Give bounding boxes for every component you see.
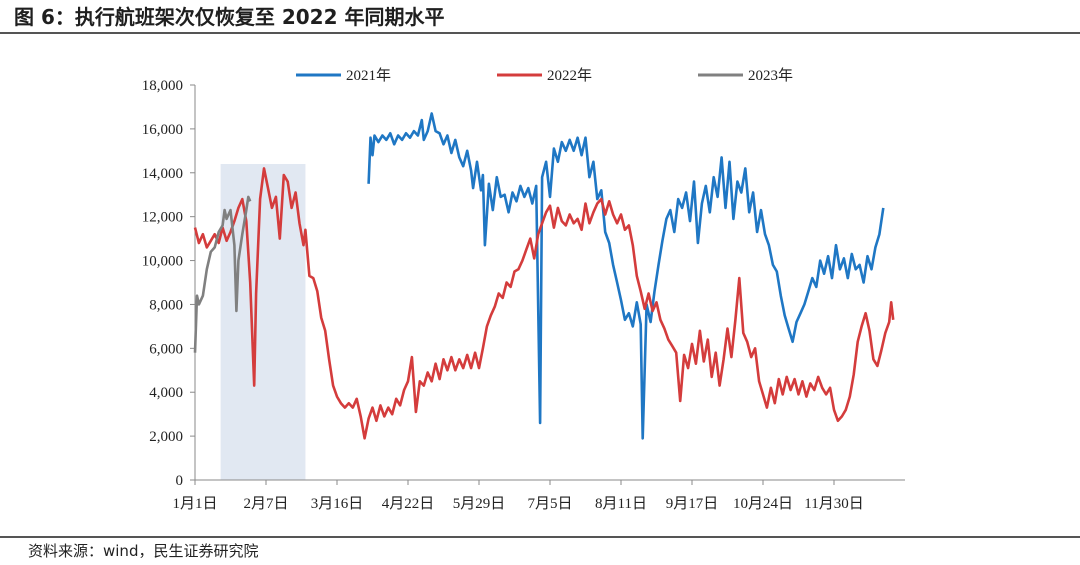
legend-label: 2022年 <box>547 67 592 84</box>
legend-label: 2021年 <box>346 67 391 84</box>
x-tick-label: 11月30日 <box>804 496 863 512</box>
title-divider <box>0 32 1080 34</box>
series-line-3 <box>193 195 252 353</box>
y-tick-label: 4,000 <box>149 385 183 401</box>
x-tick-label: 1月1日 <box>172 496 217 512</box>
y-tick-label: 18,000 <box>142 78 183 94</box>
y-tick-label: 0 <box>176 473 184 489</box>
x-tick-label: 8月11日 <box>595 496 647 512</box>
x-tick-label: 10月24日 <box>733 496 793 512</box>
x-tick-label: 9月17日 <box>666 496 719 512</box>
x-tick-label: 5月29日 <box>453 496 506 512</box>
y-tick-label: 8,000 <box>149 297 183 313</box>
x-tick-label: 4月22日 <box>382 496 435 512</box>
series-line-2 <box>193 167 895 440</box>
x-tick-label: 2月7日 <box>243 496 288 512</box>
x-tick-label: 3月16日 <box>311 496 364 512</box>
y-tick-label: 2,000 <box>149 429 183 445</box>
y-tick-label: 14,000 <box>142 166 183 182</box>
y-tick-label: 16,000 <box>142 122 183 138</box>
footer-divider <box>0 536 1080 538</box>
chart-title: 图 6：执行航班架次仅恢复至 2022 年同期水平 <box>14 5 445 29</box>
y-tick-label: 10,000 <box>142 254 183 270</box>
y-tick-label: 12,000 <box>142 210 183 226</box>
series-line-1 <box>367 112 885 440</box>
highlight-band <box>220 164 306 480</box>
legend-label: 2023年 <box>748 67 793 84</box>
source-note: 资料来源：wind，民生证券研究院 <box>28 542 259 560</box>
x-tick-label: 7月5日 <box>527 496 572 512</box>
y-tick-label: 6,000 <box>149 341 183 357</box>
